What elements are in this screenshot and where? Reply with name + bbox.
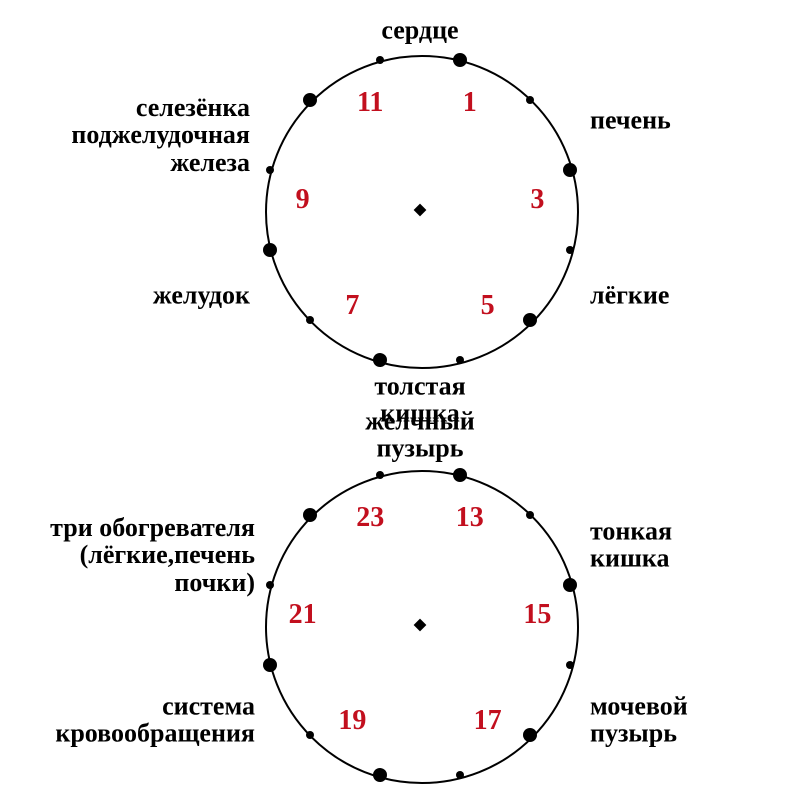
organ-label: три обогревателя (лёгкие,печень почки) bbox=[50, 514, 255, 596]
hour-number: 15 bbox=[523, 599, 551, 631]
organ-label: желчный пузырь bbox=[365, 408, 475, 463]
tick-dot bbox=[566, 661, 574, 669]
hour-number: 13 bbox=[456, 502, 484, 534]
hour-number: 17 bbox=[474, 705, 502, 737]
tick-dot bbox=[456, 771, 464, 779]
tick-dot bbox=[303, 508, 317, 522]
organ-label: система кровообращения bbox=[55, 693, 255, 748]
tick-dot bbox=[526, 511, 534, 519]
tick-dot bbox=[453, 468, 467, 482]
tick-dot bbox=[563, 578, 577, 592]
tick-dot bbox=[306, 731, 314, 739]
tick-dot bbox=[523, 728, 537, 742]
organ-label: мочевой пузырь bbox=[590, 693, 688, 748]
hour-number: 19 bbox=[338, 705, 366, 737]
organ-label: тонкая кишка bbox=[590, 518, 672, 573]
hour-number: 21 bbox=[289, 599, 317, 631]
tick-dot bbox=[266, 581, 274, 589]
tick-dot bbox=[263, 658, 277, 672]
tick-dot bbox=[376, 471, 384, 479]
clock-bottom: 13 15 17 19 21 23 желчный пузырь тонкая кишка мо… bbox=[0, 0, 800, 800]
hour-number: 23 bbox=[356, 502, 384, 534]
tick-dot bbox=[373, 768, 387, 782]
